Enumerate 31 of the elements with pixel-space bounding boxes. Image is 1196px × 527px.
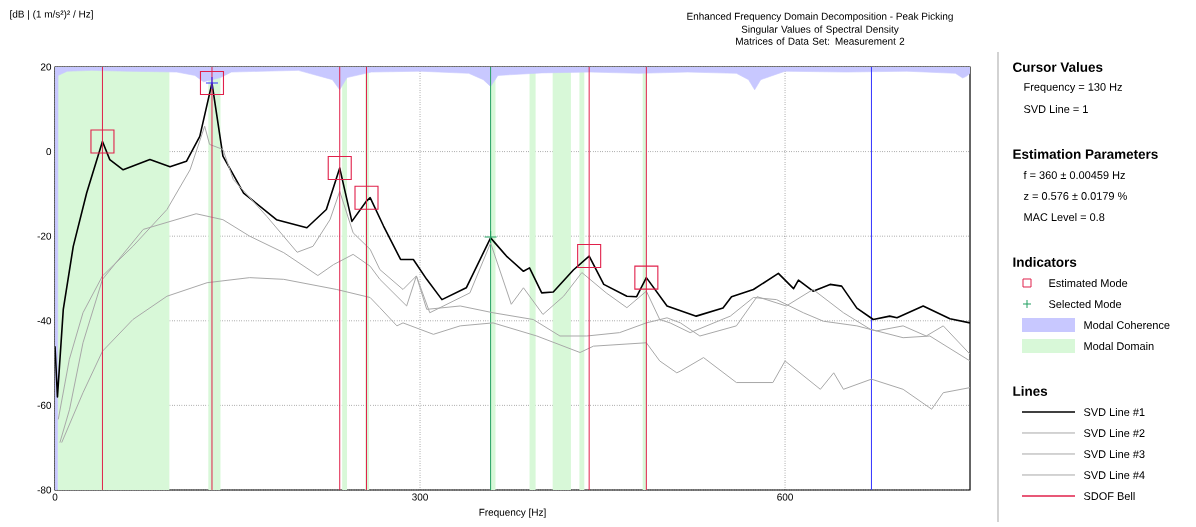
legend-label: Estimated Mode [1049,278,1128,288]
x-axis-title: Frequency [Hz] [479,508,546,518]
y-axis-title: [dB | (1 m/s²)² / Hz] [10,10,93,20]
text: Indicators [1013,257,1077,267]
y-tick-label: -20 [37,232,52,240]
chart-title: Enhanced Frequency Domain Decomposition - Peak Picking [687,12,953,22]
text: SVD Line = 1 [1024,104,1088,114]
text: z = 0.576 ± 0.0179 % [1023,192,1127,200]
text: f = 360 ± 0.00459 Hz [1023,170,1125,180]
text: Frequency = 130 Hz [1024,83,1122,93]
legend-label: Selected Mode [1049,299,1122,309]
x-tick-label: 0 [52,493,58,501]
legend-label: Modal Coherence [1084,320,1170,330]
legend-label: SVD Line #2 [1084,428,1145,438]
y-tick-label: -80 [37,486,52,494]
text: Estimation Parameters [1013,149,1158,159]
x-tick-label: 300 [412,493,428,501]
legend-label: SVD Line #4 [1084,470,1145,480]
text: Cursor Values [1013,62,1103,72]
text: MAC Level = 0.8 [1024,212,1105,222]
y-tick-label: -60 [37,401,52,409]
text: Lines [1013,386,1048,396]
x-tick-label: 600 [777,493,793,501]
legend-label: Modal Domain [1084,341,1154,351]
chart-subtitle: Singular Values of Spectral Density Matrices of Data Set: Measurement 2 [736,25,905,45]
legend-label: SVD Line #1 [1084,407,1145,417]
y-tick-label: 20 [40,63,52,71]
y-tick-label: -40 [37,317,52,325]
legend-label: SVD Line #3 [1084,449,1145,459]
y-tick-label: 0 [46,148,52,156]
legend-label: SDOF Bell [1084,491,1135,501]
